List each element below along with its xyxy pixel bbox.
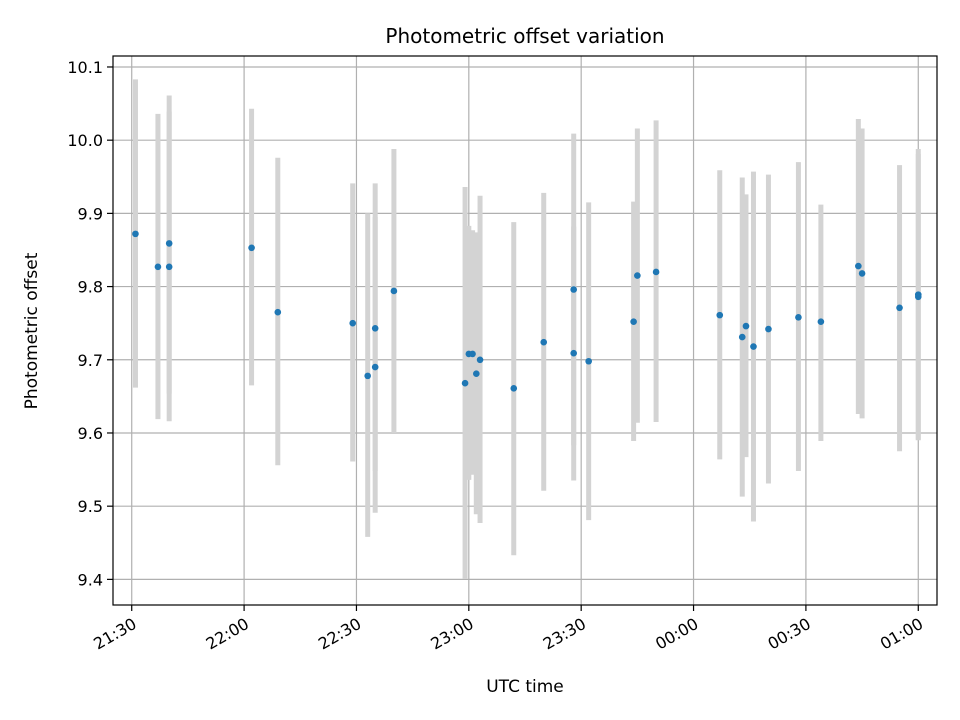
data-point	[154, 263, 162, 271]
y-tick-label: 10.1	[67, 58, 103, 77]
data-point	[630, 318, 637, 326]
y-axis-label: Photometric offset	[22, 252, 42, 409]
data-points	[132, 230, 922, 392]
data-point	[132, 230, 139, 238]
data-point	[371, 363, 379, 371]
data-point	[855, 262, 862, 270]
y-tick-label: 9.8	[78, 278, 103, 297]
data-point	[473, 370, 480, 377]
plot-frame	[112, 55, 938, 606]
data-point	[165, 240, 173, 247]
data-point	[634, 272, 641, 279]
data-point	[652, 268, 660, 276]
y-axis-ticks: 9.4 9.5 9.6 9.7 9.8 9.9 10.0 10.1	[67, 58, 113, 589]
data-point	[248, 244, 255, 252]
y-tick-label: 9.4	[78, 570, 103, 589]
y-tick-label: 9.6	[78, 424, 103, 443]
data-point	[585, 357, 592, 365]
data-point	[510, 385, 518, 392]
data-point	[858, 270, 866, 277]
data-point	[476, 356, 484, 364]
data-point	[817, 318, 825, 326]
chart-title: Photometric offset variation	[385, 24, 664, 48]
data-point	[570, 349, 577, 357]
data-point	[364, 372, 371, 380]
data-point	[914, 293, 922, 301]
data-point	[165, 263, 173, 271]
y-tick-label: 9.5	[78, 497, 103, 516]
data-point	[738, 333, 746, 341]
y-tick-label: 10.0	[67, 131, 103, 150]
y-tick-label: 9.9	[78, 204, 103, 223]
data-point	[570, 286, 577, 293]
y-tick-label: 9.7	[78, 351, 103, 370]
data-point	[716, 311, 724, 319]
data-point	[390, 287, 398, 295]
data-point	[742, 322, 750, 330]
data-point	[349, 319, 357, 327]
data-point	[371, 325, 379, 332]
data-point	[765, 325, 772, 333]
x-axis-label: UTC time	[486, 677, 564, 697]
data-point	[795, 314, 802, 321]
data-point	[469, 350, 476, 358]
data-point	[896, 304, 903, 312]
data-point	[750, 343, 757, 350]
data-point	[540, 338, 548, 346]
grid-lines	[113, 56, 937, 605]
data-point	[274, 308, 282, 316]
data-point	[461, 379, 469, 387]
